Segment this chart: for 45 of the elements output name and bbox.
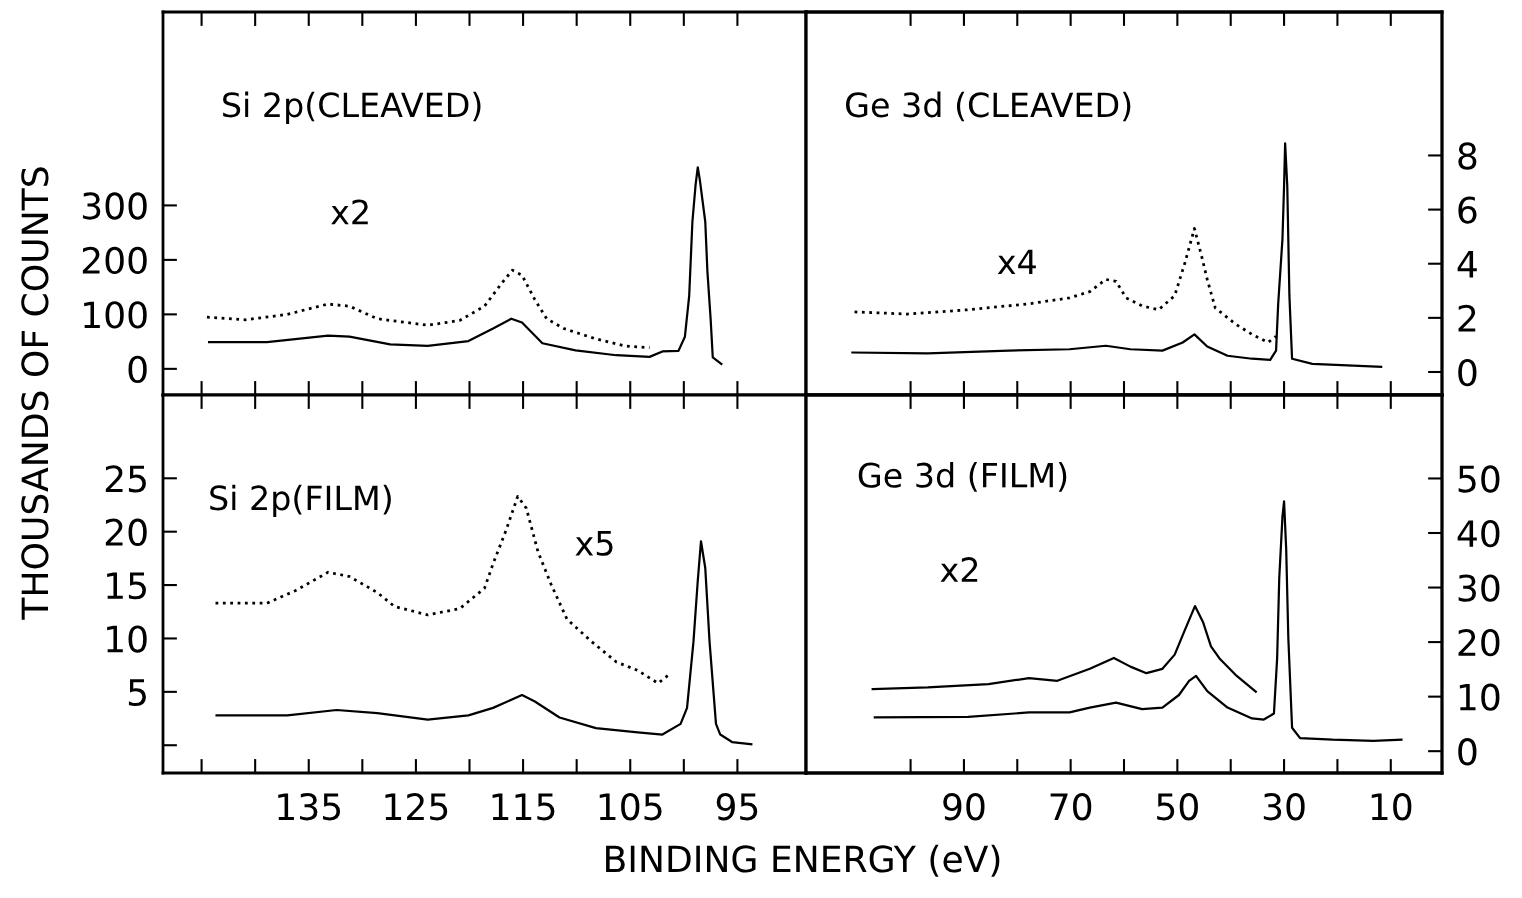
y-tick-label: 15 <box>107 572 146 600</box>
y2-tick-label: 6 <box>1458 196 1477 224</box>
text: Si 2p(CLEAVED) <box>223 91 481 124</box>
y2-tick-label: 2 <box>1458 304 1476 332</box>
x-tick-label: 125 <box>385 793 448 821</box>
x-tick-label: 105 <box>599 793 662 821</box>
x-tick-label: 115 <box>492 793 555 821</box>
y2-tick-label: 4 <box>1457 251 1477 278</box>
annotation: x2 <box>940 557 978 582</box>
line-series <box>207 166 723 366</box>
line-series <box>205 268 651 349</box>
annotation: x4 <box>997 249 1036 274</box>
y2-tick-label: 40 <box>1457 519 1500 548</box>
x-tick-label: 95 <box>716 793 758 821</box>
annotation: x5 <box>575 531 613 556</box>
x-tick-label: 10 <box>1371 793 1412 821</box>
x-tick-label: 30 <box>1263 793 1305 821</box>
y2-tick-label: 10 <box>1459 683 1500 711</box>
y-tick-label: 5 <box>128 679 146 707</box>
line-series <box>851 142 1383 368</box>
x-tick-label: 70 <box>1050 793 1092 821</box>
text: Ge 3d (CLEAVED) <box>846 91 1131 122</box>
y2-tick-label: 50 <box>1458 465 1500 493</box>
y2-tick-label: 8 <box>1458 142 1477 170</box>
x-tick-label: 135 <box>278 793 341 821</box>
y-tick-label: 0 <box>128 355 147 384</box>
x-tick-label: 90 <box>943 793 985 821</box>
x-tick-label: 50 <box>1157 793 1198 821</box>
line-series <box>871 604 1257 693</box>
text: Ge 3d (FILM) <box>858 462 1067 492</box>
annotation: x2 <box>331 199 368 225</box>
y-tick-label: 25 <box>105 465 146 493</box>
y-tick-label: 300 <box>82 192 147 220</box>
y-tick-label: 100 <box>84 301 147 329</box>
y2-tick-label: 0 <box>1458 738 1477 766</box>
y-tick-label: 10 <box>107 625 147 653</box>
y-tick-label: 20 <box>105 518 147 546</box>
y2-tick-label: 20 <box>1458 629 1500 657</box>
y2-tick-label: 30 <box>1458 574 1500 602</box>
line-series <box>873 500 1403 742</box>
y2-tick-label: 0 <box>1458 358 1477 387</box>
y-tick-label: 200 <box>82 246 147 275</box>
y-axis-title: THOUSANDS OF COUNTS <box>21 167 49 620</box>
text: Si 2p(FILM) <box>210 484 391 517</box>
x-axis-title: BINDING ENERGY (eV) <box>606 844 1000 877</box>
